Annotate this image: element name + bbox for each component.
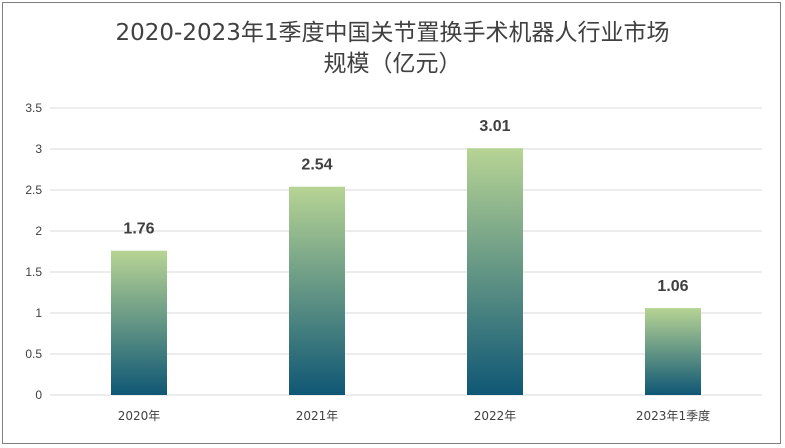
data-label: 2.54 [301, 157, 332, 174]
x-tick-label: 2021年 [296, 409, 339, 423]
y-tick-label: 2 [35, 224, 42, 238]
bar [111, 250, 167, 395]
y-tick-label: 0.5 [25, 347, 42, 361]
data-labels: 1.76 2.54 3.01 1.06 [123, 118, 688, 295]
bar [289, 186, 345, 395]
data-label: 1.76 [123, 221, 154, 238]
data-label: 1.06 [657, 278, 688, 295]
y-tick-label: 1.5 [25, 265, 42, 279]
bar [467, 148, 523, 395]
y-axis-ticks: 0 0.5 1 1.5 2 2.5 3 3.5 [25, 101, 42, 402]
bars [111, 148, 701, 395]
data-label: 3.01 [479, 118, 510, 135]
bar [645, 308, 701, 395]
chart-title: 2020-2023年1季度中国关节置换手术机器人行业市场 规模（亿元） [0, 18, 785, 80]
x-tick-label: 2022年 [474, 409, 517, 423]
y-tick-label: 2.5 [25, 183, 42, 197]
y-tick-label: 3 [35, 142, 42, 156]
gridlines [50, 107, 762, 396]
y-tick-label: 1 [35, 306, 42, 320]
x-tick-label: 2023年1季度 [636, 408, 710, 423]
x-axis-labels: 2020年 2021年 2022年 2023年1季度 [118, 408, 710, 423]
x-tick-label: 2020年 [118, 409, 161, 423]
chart-title-line-1: 2020-2023年1季度中国关节置换手术机器人行业市场 [115, 20, 670, 46]
chart-title-line-2: 规模（亿元） [323, 51, 462, 77]
y-tick-label: 0 [35, 388, 42, 402]
y-tick-label: 3.5 [25, 101, 42, 115]
